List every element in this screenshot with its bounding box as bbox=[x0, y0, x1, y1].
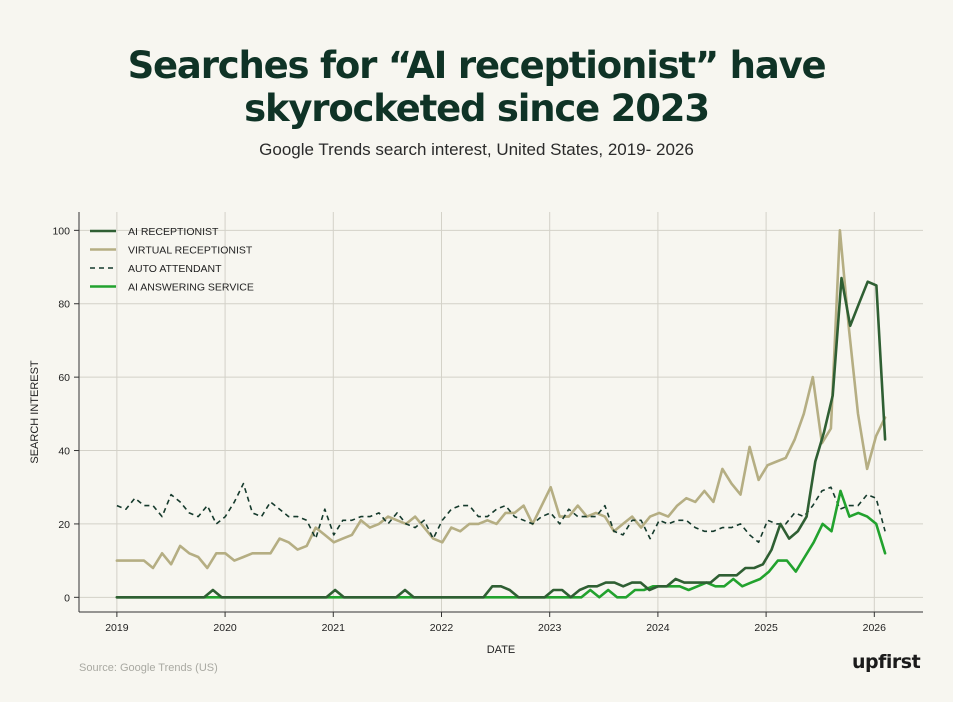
series-line-auto-attendant bbox=[116, 482, 886, 544]
y-tick-label: 80 bbox=[58, 299, 70, 311]
legend-label: AUTO ATTENDANT bbox=[128, 263, 222, 275]
legend-label: AI ANSWERING SERVICE bbox=[128, 282, 254, 294]
y-tick-label: 20 bbox=[58, 519, 70, 531]
legend-label: VIRTUAL RECEPTIONIST bbox=[128, 245, 253, 257]
y-tick-label: 40 bbox=[58, 446, 70, 458]
x-tick-label: 2024 bbox=[646, 622, 670, 634]
y-axis-label: SEARCH INTEREST bbox=[29, 360, 41, 464]
x-tick-label: 2020 bbox=[213, 622, 237, 634]
brand-logo: upfirst bbox=[852, 651, 921, 673]
x-tick-label: 2021 bbox=[322, 622, 346, 634]
y-tick-label: 0 bbox=[64, 592, 70, 604]
axes: 0 20 40 60 80 100 2019 2020 2021 2022 2023 2024 2025… bbox=[52, 212, 923, 634]
x-axis-label: DATE bbox=[487, 644, 516, 656]
y-tick-label: 60 bbox=[58, 372, 70, 384]
chart-title: Searches for “AI receptionist” have skyr… bbox=[0, 44, 953, 130]
x-tick-label: 2025 bbox=[754, 622, 778, 634]
x-tick-label: 2019 bbox=[105, 622, 129, 634]
chart-title-line-1: Searches for “AI receptionist” have bbox=[127, 44, 827, 87]
y-tick-label: 100 bbox=[52, 225, 70, 237]
grid bbox=[79, 212, 923, 612]
legend-label: AI RECEPTIONIST bbox=[128, 226, 219, 238]
chart-title-line-2: skyrocketed since 2023 bbox=[244, 87, 710, 130]
series-line-virtual-receptionist bbox=[115, 229, 887, 570]
x-tick-label: 2022 bbox=[430, 622, 454, 634]
legend: AI RECEPTIONIST VIRTUAL RECEPTIONIST AUTO … bbox=[90, 226, 254, 294]
x-tick-label: 2026 bbox=[863, 622, 887, 634]
series-line-ai-receptionist bbox=[115, 276, 887, 599]
chart-subtitle: Google Trends search interest, United St… bbox=[259, 140, 694, 159]
series-layer bbox=[115, 229, 887, 599]
source-note: Source: Google Trends (US) bbox=[79, 662, 218, 674]
x-tick-label: 2023 bbox=[538, 622, 562, 634]
